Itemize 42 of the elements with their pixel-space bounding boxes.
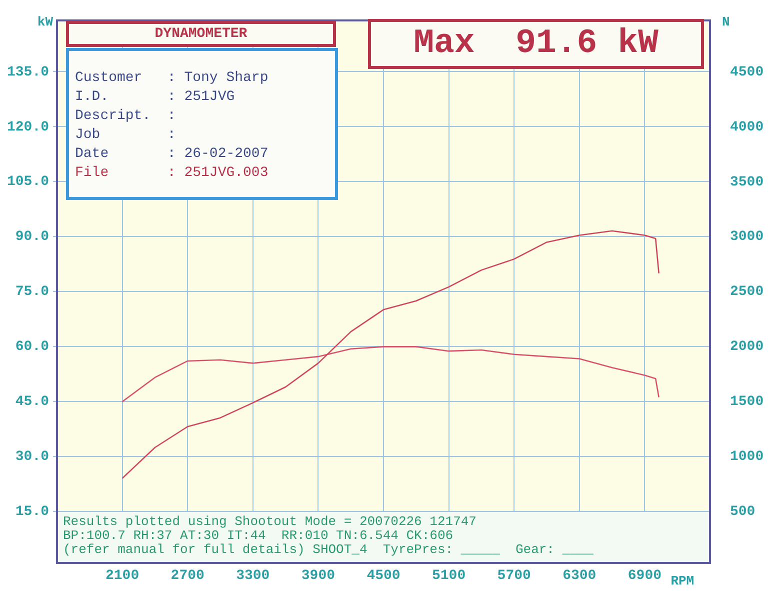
x-tick-label: 2700 — [170, 568, 204, 584]
y-tick-label: 15.0 — [15, 504, 49, 520]
y-tick-label: 135.0 — [6, 64, 49, 80]
x-axis-title: RPM — [670, 573, 694, 588]
x-tick-label: 3300 — [236, 568, 270, 584]
annotation: I.D. : 251JVG — [75, 88, 236, 107]
y2-tick-label: 2000 — [730, 339, 764, 356]
y2-tick-label: 500 — [730, 504, 756, 520]
y2-tick-label: 1500 — [730, 394, 764, 410]
x-tick-label: 5100 — [432, 568, 466, 584]
footer-box: Results plotted using Shootout Mode = 20070226 121747 BP:100.7 RH:37 AT:30 IT:44 RR:010 TN:6.544 CK:606 (refer manual for full details) SHOOT_4 TyrePres: _____ Gear: ____ — [59, 512, 709, 562]
annotation: Job : — [75, 126, 177, 145]
y-tick-label: 60.0 — [15, 339, 49, 356]
annotation: Descript. : — [75, 107, 177, 126]
x-tick-label: 4500 — [366, 568, 400, 584]
annotation: Customer : Tony Sharp — [75, 69, 270, 88]
annotation: BP:100.7 RH:37 AT:30 IT:44 RR:010 TN:6.544 CK:606 — [63, 528, 454, 543]
x-tick-label: 2100 — [105, 568, 140, 584]
y-tick-label: 90.0 — [15, 229, 49, 246]
y-axis-title: kW — [37, 14, 54, 30]
x-tick-label: 6300 — [562, 568, 596, 584]
y2-tick-label: 2500 — [730, 284, 764, 300]
header-box: DYNAMOMETER — [66, 21, 336, 47]
y2-tick-label: 4000 — [730, 119, 764, 136]
annotation: Results plotted using Shootout Mode = 20070226 121747 — [63, 514, 478, 529]
max-box: Max 91.6 kW — [368, 19, 704, 69]
x-tick-label: 3900 — [301, 568, 336, 584]
x-tick-label: 6900 — [628, 568, 662, 584]
y2-axis-title: N — [722, 14, 730, 30]
y2-tick-label: 3500 — [730, 174, 764, 190]
y2-tick-label: 3000 — [730, 229, 764, 246]
y-tick-label: 45.0 — [15, 394, 49, 410]
y2-tick-label: 1000 — [730, 449, 764, 466]
y-tick-label: 30.0 — [15, 449, 49, 466]
y2-tick-label: 4500 — [730, 64, 764, 80]
y-tick-label: 75.0 — [15, 284, 49, 300]
annotation: File : 251JVG.003 — [75, 164, 270, 183]
y-tick-label: 120.0 — [6, 119, 49, 136]
annotation: (refer manual for full details) SHOOT_4 TyrePres: _____ Gear: ____ — [63, 542, 594, 557]
y-tick-label: 105.0 — [6, 174, 49, 190]
annotation: Date : 26-02-2007 — [75, 145, 270, 164]
x-tick-label: 5700 — [497, 568, 531, 584]
